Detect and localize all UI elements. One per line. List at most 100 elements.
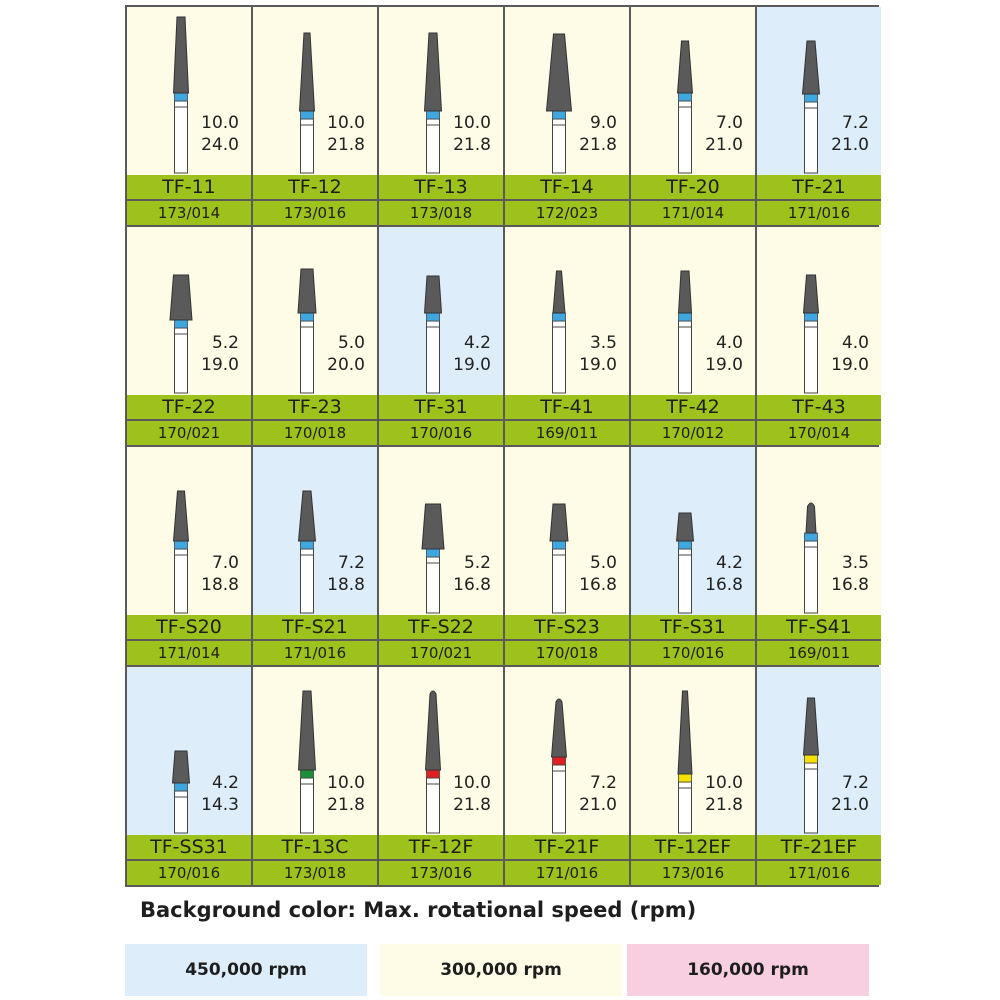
- bur-total-length: 20.0: [327, 355, 365, 375]
- bur-iso-code: 171/014: [127, 641, 251, 665]
- bur-dimensions: 7.2 21.0: [557, 772, 617, 816]
- label-separator: [757, 419, 881, 421]
- bur-total-length: 21.0: [831, 795, 869, 815]
- bur-name: TF-S20: [127, 615, 251, 639]
- bur-cell: 4.0 19.0 TF-42 170/012: [631, 227, 755, 445]
- bur-dimensions: 10.0 21.8: [683, 772, 743, 816]
- bur-cell: 3.5 16.8 TF-S41 169/011: [757, 447, 881, 665]
- bur-head: [423, 32, 443, 112]
- label-separator: [631, 859, 755, 861]
- bur-head-length: 10.0: [453, 773, 491, 793]
- bur-illustration: [552, 270, 566, 394]
- bur-iso-code: 170/014: [757, 421, 881, 445]
- label-separator: [505, 859, 629, 861]
- bur-illustration: [172, 490, 190, 614]
- bur-iso-code: 170/018: [505, 641, 629, 665]
- bur-dimensions: 5.2 19.0: [179, 332, 239, 376]
- bur-head-length: 5.0: [589, 553, 617, 573]
- bur-head-length: 4.0: [841, 333, 869, 353]
- bur-name: TF-S21: [253, 615, 377, 639]
- bur-iso-code: 169/011: [757, 641, 881, 665]
- bur-illustration: [677, 270, 693, 394]
- bur-head: [423, 275, 443, 314]
- label-separator: [631, 639, 755, 641]
- bur-illustration: [421, 503, 445, 614]
- bur-head-length: 7.2: [841, 773, 869, 793]
- bur-color-band: [552, 756, 566, 766]
- bur-color-band: [174, 319, 188, 329]
- bur-name: TF-22: [127, 395, 251, 419]
- bur-iso-code: 173/016: [379, 861, 503, 885]
- bur-cell: 4.2 19.0 TF-31 170/016: [379, 227, 503, 445]
- bur-name: TF-SS31: [127, 835, 251, 859]
- bur-name: TF-S22: [379, 615, 503, 639]
- bur-head-length: 5.0: [337, 333, 365, 353]
- legend-450k-swatch: 450,000 rpm: [125, 944, 367, 996]
- bur-head: [421, 503, 445, 550]
- bur-illustration: [801, 40, 821, 174]
- bur-head-length: 7.2: [337, 553, 365, 573]
- bur-dimensions: 4.0 19.0: [809, 332, 869, 376]
- bur-head: [545, 33, 573, 112]
- bur-head: [297, 690, 317, 771]
- bur-iso-code: 173/018: [379, 201, 503, 225]
- bur-head-length: 4.2: [463, 333, 491, 353]
- label-separator: [379, 859, 503, 861]
- bur-dimensions: 10.0 21.8: [431, 112, 491, 156]
- bur-name: TF-41: [505, 395, 629, 419]
- bur-color-band: [174, 540, 188, 550]
- bur-name: TF-31: [379, 395, 503, 419]
- bur-illustration: [423, 32, 443, 174]
- bur-dimensions: 5.2 16.8: [431, 552, 491, 596]
- bur-illustration: [424, 690, 442, 834]
- bur-cell: 10.0 21.8 TF-12 173/016: [253, 7, 377, 225]
- bur-color-band: [678, 312, 692, 322]
- bur-illustration: [802, 274, 820, 394]
- bur-head-length: 3.5: [589, 333, 617, 353]
- bur-total-length: 19.0: [831, 355, 869, 375]
- bur-color-band: [678, 540, 692, 550]
- bur-head: [549, 503, 569, 542]
- bur-iso-code: 170/021: [379, 641, 503, 665]
- bur-dimensions: 7.2 18.8: [305, 552, 365, 596]
- bur-total-length: 21.8: [327, 135, 365, 155]
- bur-dimensions: 4.0 19.0: [683, 332, 743, 376]
- bur-illustration: [297, 490, 317, 614]
- bur-iso-code: 170/018: [253, 421, 377, 445]
- bur-name: TF-13: [379, 175, 503, 199]
- bur-head-length: 4.0: [715, 333, 743, 353]
- bur-iso-code: 170/021: [127, 421, 251, 445]
- bur-name: TF-S23: [505, 615, 629, 639]
- bur-head: [802, 697, 820, 756]
- bur-total-length: 19.0: [201, 355, 239, 375]
- bur-total-length: 21.0: [831, 135, 869, 155]
- bur-cell: 7.0 18.8 TF-S20 171/014: [127, 447, 251, 665]
- bur-iso-code: 170/016: [379, 421, 503, 445]
- bur-dimensions: 7.0 21.0: [683, 112, 743, 156]
- bur-total-length: 21.0: [579, 795, 617, 815]
- bur-head-length: 9.0: [589, 113, 617, 133]
- bur-cell: 10.0 24.0 TF-11 173/014: [127, 7, 251, 225]
- bur-color-band: [804, 93, 818, 103]
- bur-dimensions: 10.0 21.8: [431, 772, 491, 816]
- bur-head: [169, 274, 193, 321]
- bur-cell: 3.5 19.0 TF-41 169/011: [505, 227, 629, 445]
- bur-head: [297, 490, 317, 542]
- bur-head: [677, 690, 693, 775]
- bur-name: TF-14: [505, 175, 629, 199]
- bur-cell: 5.0 20.0 TF-23 170/018: [253, 227, 377, 445]
- bur-color-band: [426, 312, 440, 322]
- bur-cell: 4.2 14.3 TF-SS31 170/016: [127, 667, 251, 885]
- bur-head: [805, 502, 817, 534]
- bur-name: TF-21: [757, 175, 881, 199]
- bur-cell: 7.2 21.0 TF-21F 171/016: [505, 667, 629, 885]
- label-separator: [505, 419, 629, 421]
- bur-head-length: 5.2: [463, 553, 491, 573]
- bur-dimensions: 9.0 21.8: [557, 112, 617, 156]
- bur-total-length: 21.8: [327, 795, 365, 815]
- label-separator: [253, 859, 377, 861]
- bur-head-length: 10.0: [327, 773, 365, 793]
- bur-iso-code: 173/016: [631, 861, 755, 885]
- bur-iso-code: 171/016: [253, 641, 377, 665]
- legend-160k-swatch: 160,000 rpm: [627, 944, 869, 996]
